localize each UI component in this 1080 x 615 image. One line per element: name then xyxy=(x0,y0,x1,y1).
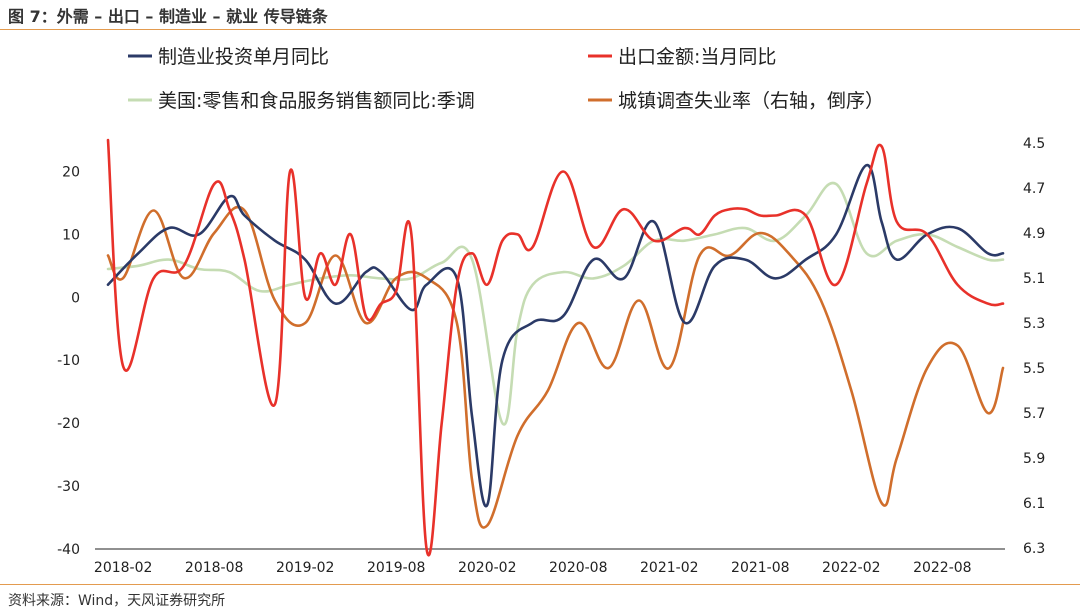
x-tick-label: 2020-02 xyxy=(458,560,517,576)
right-tick-label: 4.9 xyxy=(1023,226,1045,242)
left-tick-label: 10 xyxy=(62,227,80,243)
series-line-0 xyxy=(106,163,1005,508)
legend-label: 美国:零售和食品服务销售额同比:季调 xyxy=(158,90,475,112)
series-line-2 xyxy=(106,181,1005,426)
right-tick-label: 4.5 xyxy=(1023,136,1045,152)
right-tick-label: 4.7 xyxy=(1023,181,1045,197)
source-note: 资料来源：Wind，天风证券研究所 xyxy=(8,593,226,609)
right-tick-label: 5.9 xyxy=(1023,451,1045,467)
right-tick-label: 5.5 xyxy=(1023,361,1045,377)
x-tick-label: 2020-08 xyxy=(549,560,608,576)
x-tick-label: 2019-08 xyxy=(367,560,426,576)
legend-label: 制造业投资单月同比 xyxy=(158,46,329,68)
left-axis-ticks: 20 10 0 -10 -20 -30 -40 xyxy=(57,164,80,558)
right-axis-ticks: 4.5 4.7 4.9 5.1 5.3 5.5 5.7 5.9 6.1 6.3 xyxy=(1023,136,1045,557)
right-tick-label: 5.3 xyxy=(1023,316,1045,332)
legend-label: 出口金额:当月同比 xyxy=(618,46,776,68)
x-tick-label: 2019-02 xyxy=(276,560,335,576)
series-lines xyxy=(106,138,1005,557)
footer-rule xyxy=(0,584,1080,585)
left-tick-label: 0 xyxy=(71,290,80,306)
header-rule xyxy=(0,29,1080,30)
figure-title: 图 7：外需 – 出口 – 制造业 – 就业 传导链条 xyxy=(8,7,328,26)
right-tick-label: 6.3 xyxy=(1023,541,1045,557)
left-tick-label: 20 xyxy=(62,164,80,180)
right-tick-label: 5.1 xyxy=(1023,271,1045,287)
left-tick-label: -30 xyxy=(57,479,80,495)
left-tick-label: -40 xyxy=(57,542,80,558)
legend-label: 城镇调查失业率（右轴，倒序） xyxy=(618,90,884,112)
x-tick-label: 2022-02 xyxy=(822,560,881,576)
x-tick-label: 2018-08 xyxy=(185,560,244,576)
right-tick-label: 5.7 xyxy=(1023,406,1045,422)
left-tick-label: -20 xyxy=(57,416,80,432)
x-tick-label: 2022-08 xyxy=(913,560,972,576)
left-tick-label: -10 xyxy=(57,353,80,369)
x-tick-label: 2018-02 xyxy=(94,560,153,576)
series-line-3 xyxy=(106,205,1005,529)
x-tick-label: 2021-02 xyxy=(640,560,699,576)
right-tick-label: 6.1 xyxy=(1023,496,1045,512)
x-axis-ticks: 2018-02 2018-08 2019-02 2019-08 2020-02 2020-… xyxy=(94,560,972,576)
x-tick-label: 2021-08 xyxy=(731,560,790,576)
series-line-1 xyxy=(106,138,1005,557)
